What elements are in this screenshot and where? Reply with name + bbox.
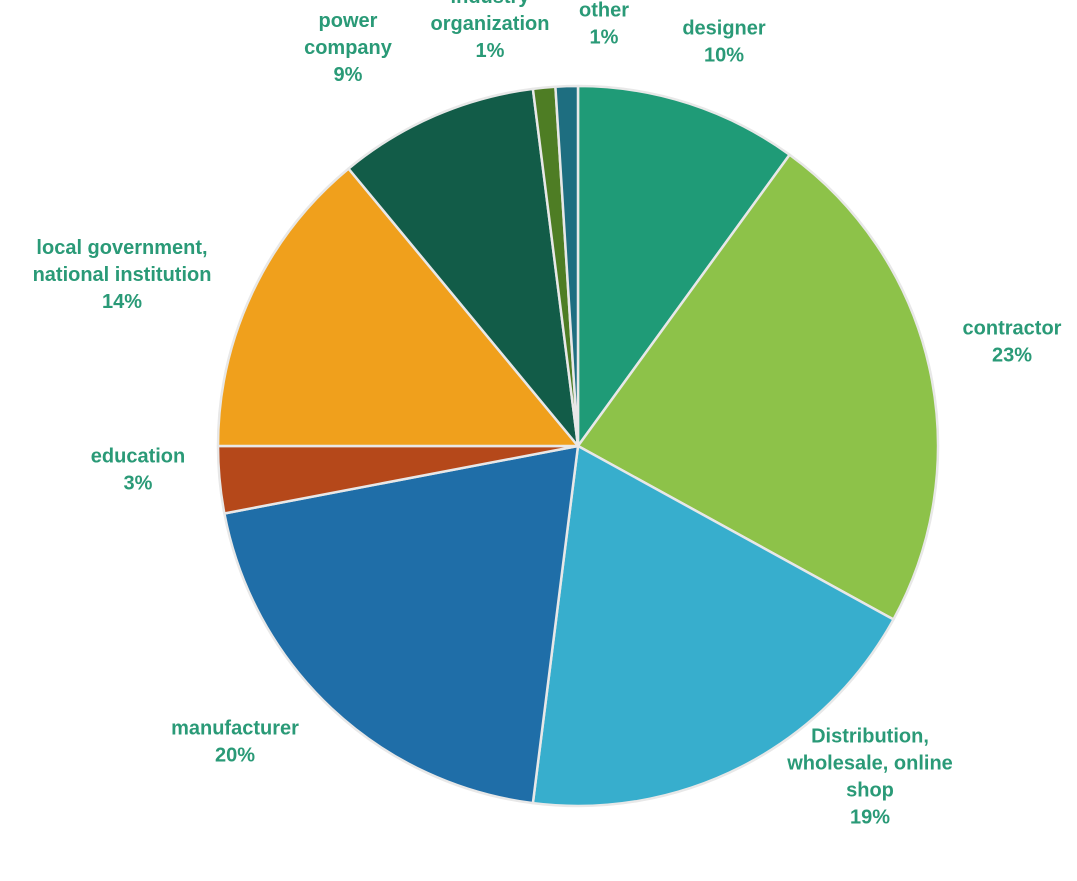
pie-slice-designer: [576, 84, 791, 448]
data-label-percent: 10%: [704, 45, 744, 67]
data-label-category: other: [579, 0, 629, 22]
data-label-category: contractor: [963, 318, 1062, 340]
data-label-education: education 3%: [91, 446, 185, 495]
data-label-category: manufacturer: [171, 718, 299, 740]
data-label-category: company: [304, 37, 393, 59]
data-label-distribution-wholesale-online-shop: Distribution, wholesale, online shop 19%: [786, 726, 953, 829]
data-label-category: local government,: [36, 237, 207, 259]
data-label-power-company: power company 9%: [304, 10, 393, 86]
data-label-percent: 23%: [992, 345, 1032, 367]
data-label-other: other 1%: [579, 0, 629, 49]
pie-slice-manufacturer: [223, 444, 580, 805]
data-label-category: organization: [431, 13, 550, 35]
data-label-manufacturer: manufacturer 20%: [171, 718, 299, 767]
data-label-industry-organization: industry organization 1%: [431, 0, 550, 62]
pie-slice-distribution-wholesale-online-shop: [531, 444, 895, 808]
pie-slice-other: [554, 84, 580, 448]
data-label-percent: 19%: [850, 807, 890, 829]
data-label-category: power: [319, 10, 378, 32]
data-label-percent: 1%: [476, 40, 505, 62]
data-label-category: designer: [682, 18, 766, 40]
pie-slice-contractor: [576, 153, 940, 621]
data-label-category: Distribution,: [811, 726, 929, 748]
pie-slice-power-company: [347, 87, 580, 448]
data-label-designer: designer 10%: [682, 18, 766, 67]
data-label-percent: 9%: [334, 64, 363, 86]
data-label-category: wholesale, online: [786, 753, 953, 775]
data-label-contractor: contractor 23%: [963, 318, 1062, 367]
data-label-percent: 20%: [215, 745, 255, 767]
data-label-percent: 1%: [590, 27, 619, 49]
data-label-percent: 3%: [124, 473, 153, 495]
data-label-category: industry: [451, 0, 531, 8]
data-label-percent: 14%: [102, 291, 142, 313]
pie-labels: designer 10% contractor 23% Distribution, who…: [33, 0, 1062, 829]
data-label-local-government-national-institution: local government, national institution 14%: [33, 237, 212, 313]
data-label-category: education: [91, 446, 185, 468]
pie-slices: [216, 84, 940, 808]
data-label-category: shop: [846, 780, 894, 802]
pie-slice-local-government-national-institution: [216, 167, 580, 448]
data-label-category: national institution: [33, 264, 212, 286]
